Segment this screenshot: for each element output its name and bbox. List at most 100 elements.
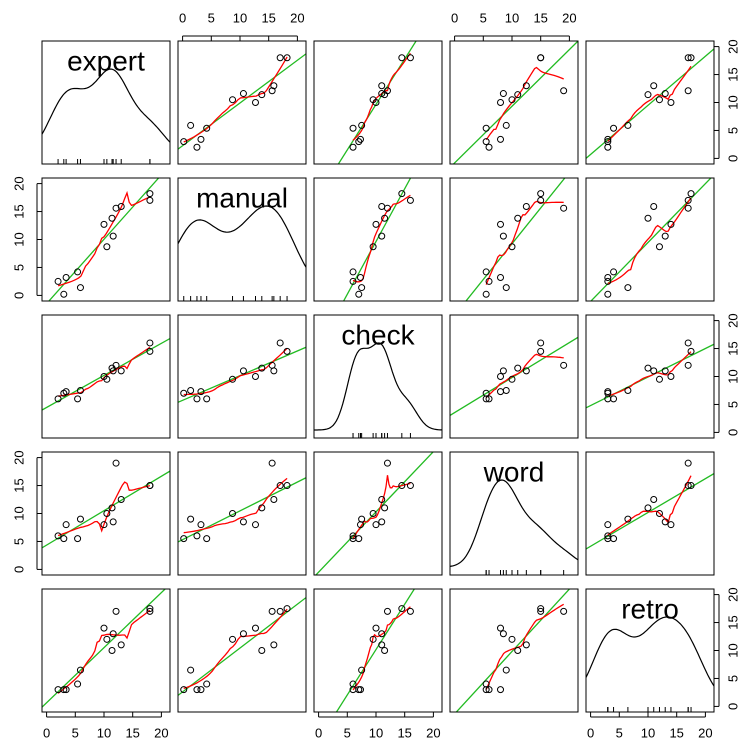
panel-frame [449,588,579,713]
point [485,686,493,694]
point [383,459,391,467]
point [197,686,205,694]
panel-frame [41,314,171,439]
point [349,143,357,151]
fit-line [335,589,416,712]
point [560,204,568,212]
point [100,220,108,228]
point [100,373,108,380]
point [239,367,247,375]
point [684,459,692,467]
point [604,532,612,540]
point [187,666,195,674]
point [485,143,493,151]
point [54,686,62,694]
panel-frame [313,314,443,439]
point [381,214,389,222]
smooth-line [485,353,564,399]
point [684,339,692,347]
y-tick-label: 10 [725,95,740,109]
point [229,375,237,383]
point [655,510,663,517]
point [146,190,154,198]
point [108,214,116,222]
point [187,386,195,394]
y-tick-label: 15 [11,204,26,218]
x-tick-label: 10 [369,725,383,740]
point [193,395,201,403]
fit-line [586,48,714,159]
point [610,535,618,543]
point [109,232,117,240]
fit-line [337,41,417,164]
point [283,347,291,355]
point [650,367,658,375]
point [378,496,386,504]
y-tick-label: 15 [725,341,740,355]
point [378,518,386,526]
point [497,388,505,396]
panel-frame [177,314,307,439]
point [644,214,652,222]
point [604,143,612,151]
point [355,290,363,298]
y-tick-label: 0 [725,429,740,436]
point [537,605,545,613]
point [650,496,658,504]
point [485,395,493,403]
point [383,87,391,95]
point [687,54,695,62]
panel [450,479,578,575]
point [537,190,545,198]
point [112,459,120,467]
point [499,232,507,240]
point [604,388,612,396]
panel [590,178,712,301]
point [349,535,357,543]
point [54,277,62,285]
point [239,518,247,526]
panel-frame [177,451,307,576]
point [502,284,510,292]
panel-frame [585,177,715,302]
point [485,277,493,285]
y-tick-label: 15 [11,478,26,492]
point [398,190,406,198]
point [251,624,259,632]
y-tick-label: 20 [725,587,740,601]
point [358,121,366,129]
panel [178,205,306,301]
smooth-line [485,200,564,285]
point [537,196,545,204]
point [684,482,692,490]
y-tick-label: 10 [725,369,740,383]
point [251,373,259,380]
x-tick-label: 15 [669,725,683,740]
point [358,666,366,674]
panel [314,452,434,575]
smooth-line [183,56,288,143]
point [283,482,291,490]
x-tick-label: 20 [562,10,576,25]
panel [342,178,414,301]
point [624,386,632,394]
point [482,680,490,688]
point [258,504,266,512]
point [604,135,612,143]
point [624,284,632,292]
fit-line [450,336,578,416]
point [76,515,84,523]
point [109,518,117,526]
fit-line [455,589,571,712]
point [356,135,364,143]
x-tick-label: 15 [125,725,139,740]
point [349,124,357,132]
smooth-line [607,65,692,142]
point [146,339,154,347]
point [502,666,510,674]
point [369,635,377,643]
fit-line [452,41,578,164]
smooth-line [183,477,288,534]
smooth-line [183,608,288,690]
density-curve [314,342,442,431]
